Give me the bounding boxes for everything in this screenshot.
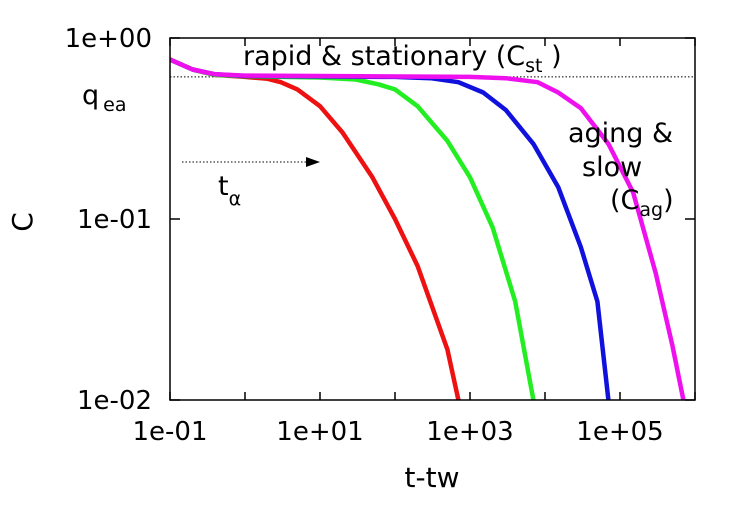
x-tick-label: 1e-01 [132,417,207,447]
x-tick-label: 1e+03 [426,417,513,447]
y-tick-label: 1e+00 [65,24,152,54]
plot-frame [169,37,696,401]
annotation-aging-cag: (Cag) [610,185,674,221]
x-axis-label: t-tw [405,461,460,494]
annotation-t-alpha: tα [218,171,241,210]
x-tick-label: 1e+01 [276,417,363,447]
annotation-aging-line1: aging & [568,118,673,149]
annotation-rapid-stationary: rapid & stationary (Cst ) [243,41,562,77]
y-tick-label: 1e-02 [77,386,152,416]
series-layer [170,57,695,400]
series-line-2 [170,57,536,400]
t-alpha-arrowhead [306,157,320,167]
annotation-aging-line2: slow [582,152,642,183]
series-line-1 [170,57,461,400]
series-line-4 [170,57,686,400]
y-tick-label: 1e-01 [77,205,152,235]
y-axis-label: C [6,212,39,232]
annotation-q-ea: q ea [82,80,126,116]
series-line-3 [170,57,611,400]
x-tick-label: 1e+05 [576,417,663,447]
